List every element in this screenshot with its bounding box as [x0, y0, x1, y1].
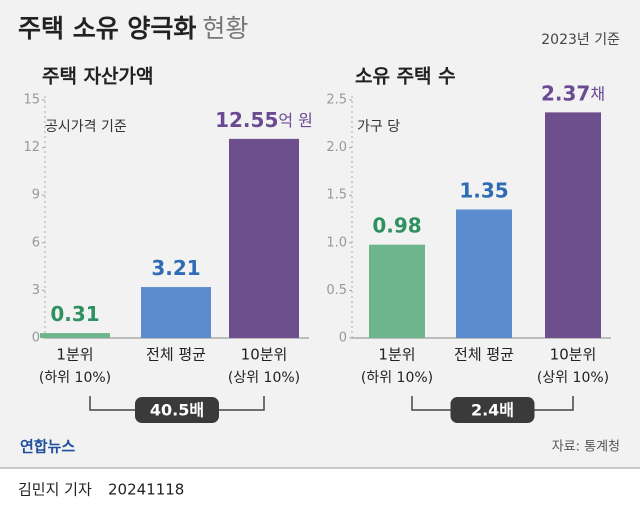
- annotation: 2.4배: [471, 401, 514, 420]
- logo: 연합뉴스: [20, 438, 75, 456]
- y-tick-label: 0.5: [326, 283, 347, 298]
- title: 주택 소유 양극화 현황: [18, 14, 248, 43]
- chart-title: 주택 자산가액: [42, 66, 154, 88]
- y-tick-label: 3: [32, 283, 40, 298]
- x-tick-note: (상위 10%): [537, 370, 609, 386]
- bar: [40, 333, 110, 338]
- title-suffix: 현황: [202, 14, 248, 43]
- x-tick-label: 전체 평균: [454, 346, 514, 364]
- y-tick-label: 2.0: [326, 140, 347, 155]
- y-tick-label: 1.5: [326, 188, 347, 203]
- bar: [141, 287, 211, 338]
- value-label: 1.35: [459, 178, 508, 202]
- value-label: 12.55억 원: [215, 107, 313, 131]
- value-label: 0.98: [372, 213, 421, 237]
- annotation-box: [135, 397, 219, 423]
- value-label-unit: 억 원: [278, 110, 313, 129]
- footer-background: [0, 468, 640, 509]
- reporter: 김민지 기자: [18, 481, 92, 499]
- value-label-number: 0.31: [50, 302, 99, 326]
- annotation: 40.5배: [150, 401, 204, 420]
- title-main: 주택 소유 양극화: [18, 14, 196, 43]
- y-tick-label: 15: [23, 93, 40, 108]
- value-label: 0.31: [50, 302, 99, 326]
- y-tick-label: 2.5: [326, 93, 347, 108]
- y-tick-label: 0: [32, 331, 40, 346]
- value-label-number: 0.98: [372, 213, 421, 237]
- value-label-number: 2.37: [541, 81, 590, 105]
- value-label-number: 12.55: [215, 107, 278, 131]
- bar: [369, 244, 425, 338]
- x-tick-label: 1분위: [56, 346, 93, 364]
- x-tick-label: 10분위: [550, 346, 597, 364]
- x-tick-label: 1분위: [378, 346, 415, 364]
- value-label-unit: 채: [590, 84, 605, 103]
- value-label: 3.21: [151, 256, 200, 280]
- y-tick-label: 0: [339, 331, 347, 346]
- background: [0, 0, 640, 468]
- x-tick-note: (하위 10%): [361, 370, 433, 386]
- y-tick-label: 6: [32, 235, 40, 250]
- y-tick-label: 9: [32, 188, 40, 203]
- x-tick-label: 전체 평균: [146, 346, 206, 364]
- bar: [545, 112, 601, 338]
- byline-date: 20241118: [108, 481, 184, 499]
- date-note: 2023년 기준: [541, 32, 620, 48]
- x-tick-note: (상위 10%): [228, 370, 300, 386]
- value-label-number: 1.35: [459, 178, 508, 202]
- y-tick-label: 1.0: [326, 235, 347, 250]
- annotation-box: [450, 397, 535, 423]
- x-tick-label: 10분위: [241, 346, 288, 364]
- value-label-number: 3.21: [151, 256, 200, 280]
- x-tick-note: (하위 10%): [39, 370, 111, 386]
- source: 자료: 통계청: [552, 440, 620, 455]
- y-tick-label: 12: [23, 140, 40, 155]
- chart-title: 소유 주택 수: [355, 66, 456, 88]
- bar: [456, 209, 512, 338]
- chart-subtitle: 가구 당: [357, 119, 400, 135]
- value-label: 2.37채: [541, 81, 605, 105]
- chart-subtitle: 공시가격 기준: [45, 119, 127, 135]
- bar: [229, 138, 299, 338]
